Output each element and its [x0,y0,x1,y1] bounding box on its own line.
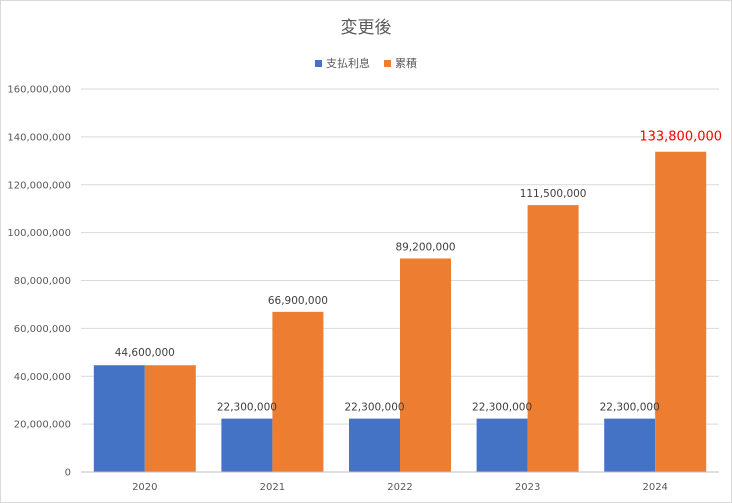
legend-label-interest: 支払利息 [326,57,370,70]
data-label: 44,600,000 [115,347,175,359]
data-label: 89,200,000 [395,241,455,253]
y-tick-label: 160,000,000 [7,85,71,96]
legend-swatch-cumulative [384,59,391,67]
chart-title: 変更後 [340,18,392,38]
data-label: 22,300,000 [472,402,532,414]
y-tick-label: 120,000,000 [7,180,71,191]
data-label: 66,900,000 [268,295,328,307]
y-tick-label: 140,000,000 [7,132,71,143]
bar [93,365,145,472]
x-tick-label: 2022 [387,482,412,493]
data-label: 133,800,000 [639,130,722,145]
y-tick-label: 100,000,000 [7,228,71,239]
x-tick-label: 2021 [260,482,285,493]
bar [400,258,451,472]
bar [272,311,324,472]
y-tick-label: 40,000,000 [14,372,71,383]
bar [655,151,707,472]
y-tick-label: 60,000,000 [14,324,71,335]
data-label: 22,300,000 [344,402,404,414]
data-label: 22,300,000 [217,402,277,414]
bar [604,418,656,472]
x-tick-label: 2024 [642,482,667,493]
x-tick-label: 2023 [515,482,540,493]
bar [476,418,528,472]
legend-swatch-interest [315,59,322,67]
bar [144,365,196,472]
legend-item-cumulative: 累積 [384,55,417,71]
y-tick-label: 0 [65,468,71,479]
y-tick-label: 20,000,000 [14,420,71,431]
x-tick-label: 2020 [132,482,157,493]
y-tick-label: 80,000,000 [14,276,71,287]
legend: 支払利息 累積 [1,55,731,71]
bar [349,418,400,472]
legend-item-interest: 支払利息 [315,55,370,71]
bar [527,205,579,473]
legend-label-cumulative: 累積 [395,57,417,70]
data-label: 22,300,000 [600,402,660,414]
bar [221,418,273,472]
data-label: 111,500,000 [520,188,587,200]
